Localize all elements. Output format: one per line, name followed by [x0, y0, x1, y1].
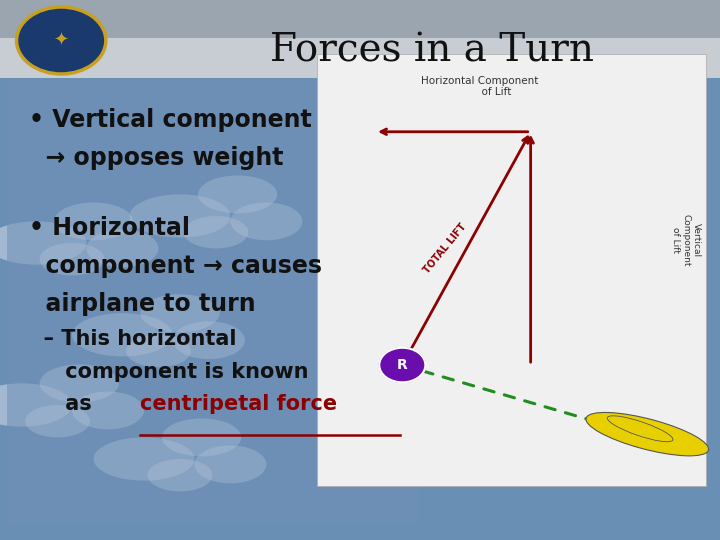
Ellipse shape: [86, 230, 158, 267]
FancyBboxPatch shape: [0, 0, 720, 38]
Ellipse shape: [586, 413, 708, 456]
Ellipse shape: [40, 243, 104, 275]
Ellipse shape: [198, 176, 277, 213]
Text: component → causes: component → causes: [29, 254, 322, 278]
Ellipse shape: [130, 194, 230, 238]
Ellipse shape: [40, 364, 119, 402]
FancyBboxPatch shape: [7, 81, 418, 524]
Ellipse shape: [607, 416, 673, 442]
Ellipse shape: [0, 383, 72, 427]
Text: ✦: ✦: [53, 31, 69, 50]
Ellipse shape: [72, 313, 173, 356]
Ellipse shape: [126, 335, 191, 367]
Text: • Horizontal: • Horizontal: [29, 216, 190, 240]
Text: component is known: component is known: [29, 362, 308, 382]
Ellipse shape: [0, 221, 86, 265]
Text: as: as: [29, 394, 99, 414]
Text: R: R: [397, 358, 408, 372]
Text: airplane to turn: airplane to turn: [29, 292, 256, 315]
Text: Horizontal Component
          of Lift: Horizontal Component of Lift: [421, 76, 539, 97]
Circle shape: [17, 7, 106, 74]
FancyBboxPatch shape: [317, 54, 706, 486]
Text: TOTAL LIFT: TOTAL LIFT: [422, 221, 468, 275]
Text: – This horizontal: – This horizontal: [29, 329, 236, 349]
Ellipse shape: [230, 202, 302, 240]
Ellipse shape: [54, 202, 133, 240]
Ellipse shape: [94, 437, 194, 481]
Text: • Vertical component: • Vertical component: [29, 108, 312, 132]
Ellipse shape: [194, 446, 266, 483]
Ellipse shape: [148, 459, 212, 491]
Text: Vertical
Component
of Lift: Vertical Component of Lift: [671, 213, 701, 266]
Ellipse shape: [173, 321, 245, 359]
Ellipse shape: [72, 392, 144, 429]
Ellipse shape: [25, 405, 90, 437]
Ellipse shape: [162, 418, 241, 456]
Ellipse shape: [140, 294, 220, 332]
Ellipse shape: [184, 216, 248, 248]
Circle shape: [379, 348, 426, 382]
Text: → opposes weight: → opposes weight: [29, 146, 283, 170]
FancyBboxPatch shape: [0, 0, 720, 78]
Text: Forces in a Turn: Forces in a Turn: [270, 33, 594, 70]
Text: centripetal force: centripetal force: [140, 394, 338, 414]
